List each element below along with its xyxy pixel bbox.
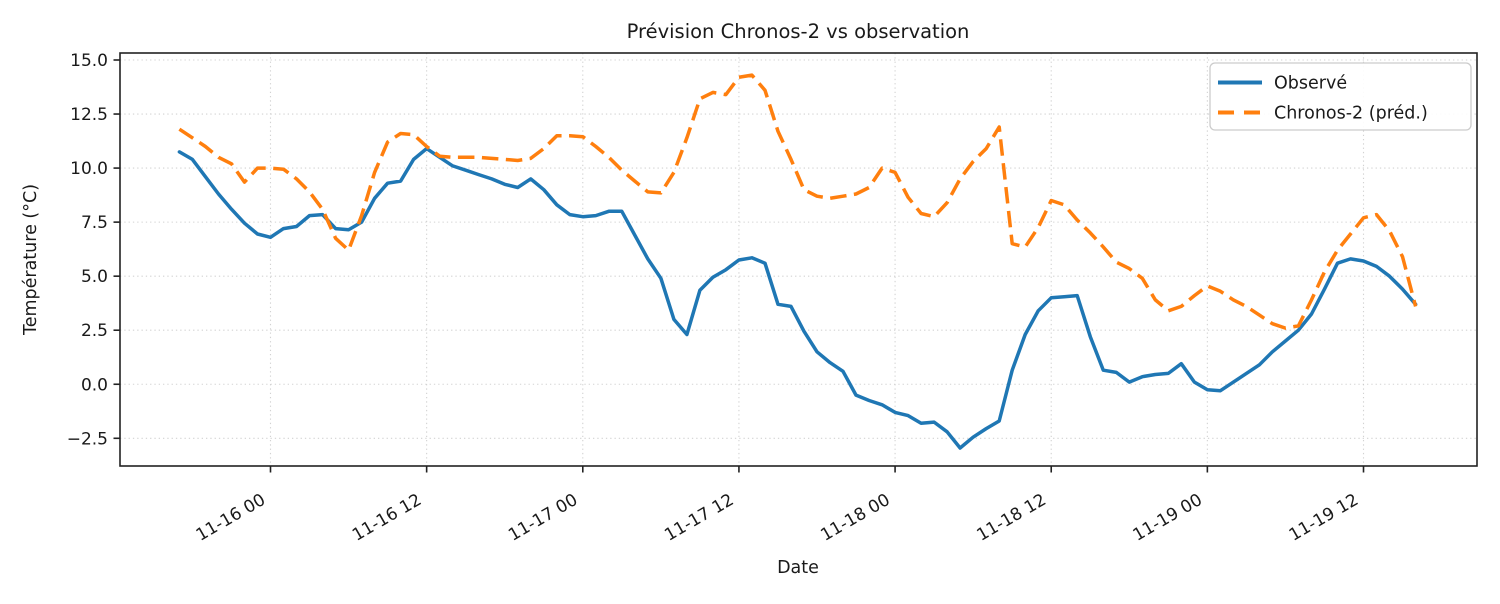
legend-box	[1209, 62, 1472, 131]
y-axis-label: Température (°C)	[21, 184, 41, 336]
y-tick-label: 5.0	[81, 267, 108, 287]
axis-ticks	[113, 59, 1365, 473]
y-tick-label: 7.5	[81, 213, 108, 233]
chart-title: Prévision Chronos-2 vs observation	[627, 20, 970, 43]
x-tick-label: 11-16 12	[349, 490, 425, 546]
legend-label-observed: Observé	[1274, 74, 1347, 94]
x-axis-label: Date	[777, 558, 819, 578]
predicted-line	[178, 73, 1418, 330]
y-tick-label: 15.0	[70, 51, 108, 71]
x-tick-label: 11-18 00	[817, 490, 893, 546]
y-tick-label: 10.0	[70, 159, 108, 179]
series-lines	[177, 73, 1418, 450]
x-tick-label: 11-17 00	[505, 490, 581, 546]
y-tick-label: −2.5	[67, 429, 108, 449]
x-tick-label: 11-17 12	[661, 490, 737, 546]
x-tick-label: 11-19 00	[1130, 490, 1206, 546]
axis-tick-labels: 15.0 12.5 10.0 7.5 5.0 2.5 0.0 −2.5 11-16 00 11-1…	[67, 51, 1362, 546]
x-tick-label: 11-16 00	[193, 490, 269, 546]
y-tick-label: 2.5	[81, 321, 108, 341]
y-tick-label: 12.5	[70, 105, 108, 125]
observed-line	[177, 146, 1418, 450]
x-tick-label: 11-19 12	[1286, 490, 1362, 546]
legend-label-predicted: Chronos-2 (préd.)	[1274, 104, 1428, 124]
x-tick-label: 11-18 12	[974, 490, 1050, 546]
plot-border	[119, 52, 1478, 467]
legend: Observé Chronos-2 (préd.)	[1209, 62, 1472, 131]
y-tick-label: 0.0	[81, 375, 108, 395]
grid-lines	[120, 53, 1477, 466]
